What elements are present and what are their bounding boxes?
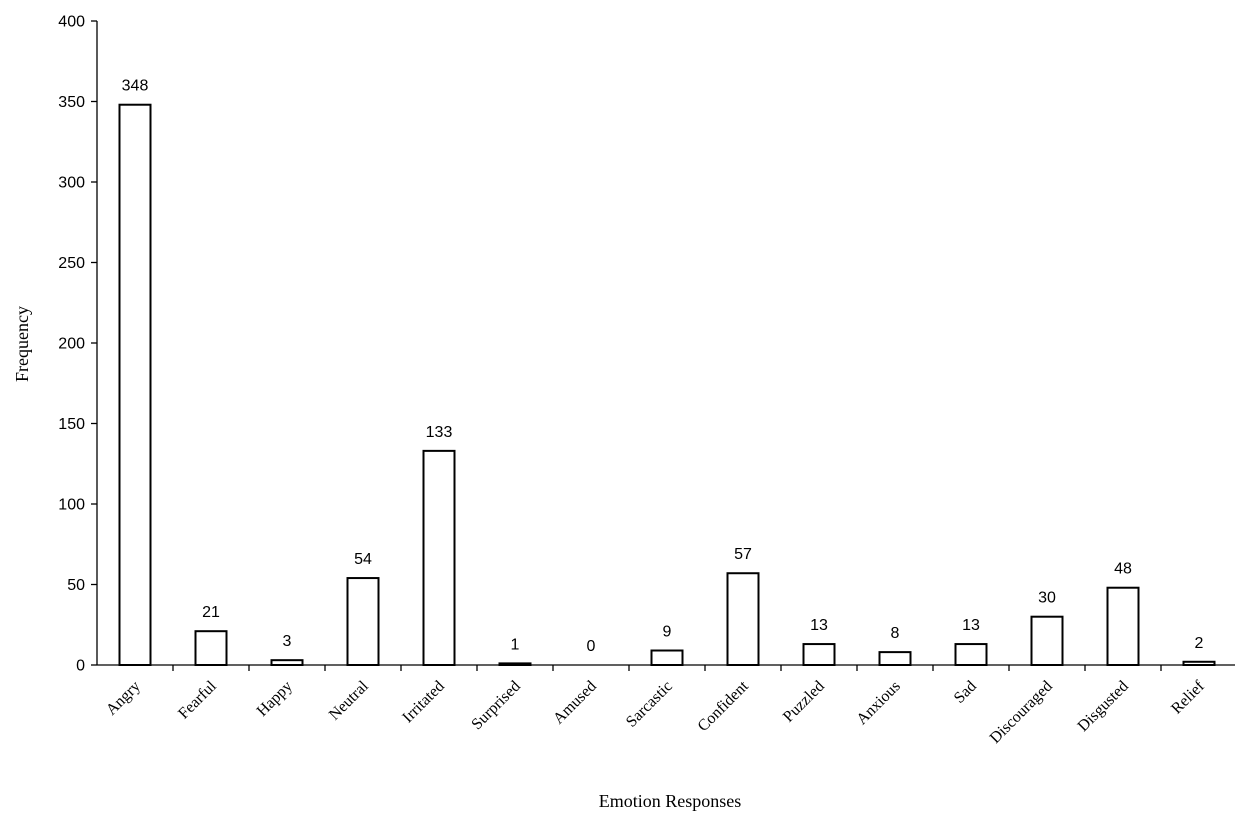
data-label-neutral: 54: [354, 551, 372, 568]
x-tick-label-fearful: Fearful: [175, 677, 220, 722]
x-tick-label-angry: Angry: [103, 678, 144, 719]
data-label-disgusted: 48: [1114, 561, 1132, 578]
y-tick-label: 200: [58, 336, 85, 353]
x-tick-label-happy: Happy: [254, 678, 296, 720]
x-tick-label-irritated: Irritated: [399, 678, 447, 726]
y-axis-title: Frequency: [12, 306, 32, 382]
bar-disgusted: [1106, 586, 1140, 666]
data-label-angry: 348: [122, 78, 149, 95]
bar-neutral: [346, 577, 380, 666]
y-axis-ticks: 0 50 100 150 200 250 300 350 400: [58, 14, 97, 675]
data-label-sad: 13: [962, 617, 980, 634]
data-label-relief: 2: [1195, 635, 1204, 652]
y-tick-label: 150: [58, 416, 85, 433]
data-label-sarcastic: 9: [663, 624, 672, 641]
bar-irritated: [422, 449, 456, 666]
x-tick-label-surprised: Surprised: [468, 678, 523, 733]
bar-sarcastic: [650, 649, 684, 667]
y-tick-label: 350: [58, 94, 85, 111]
y-tick-label: 400: [58, 14, 85, 31]
data-label-amused: 0: [587, 638, 596, 655]
x-tick-label-discouraged: Discouraged: [987, 678, 1056, 747]
bar-puzzled: [802, 643, 836, 667]
bar-angry: [118, 103, 152, 667]
y-tick-label: 50: [67, 577, 85, 594]
bar-discouraged: [1030, 615, 1064, 667]
data-label-discouraged: 30: [1038, 590, 1056, 607]
data-label-confident: 57: [734, 546, 752, 563]
data-label-puzzled: 13: [810, 617, 828, 634]
data-label-surprised: 1: [511, 636, 520, 653]
y-tick-label: 0: [76, 658, 85, 675]
y-tick-label: 100: [58, 497, 85, 514]
bar-sad: [954, 643, 988, 667]
bar-confident: [726, 572, 760, 666]
x-tick-label-neutral: Neutral: [326, 677, 372, 723]
x-tick-label-confident: Confident: [695, 677, 753, 735]
y-tick-label: 250: [58, 255, 85, 272]
x-tick-label-amused: Amused: [550, 678, 600, 728]
data-label-happy: 3: [283, 633, 292, 650]
x-tick-label-relief: Relief: [1168, 677, 1208, 717]
data-label-fearful: 21: [202, 604, 220, 621]
x-tick-label-anxious: Anxious: [853, 678, 903, 728]
bar-fearful: [194, 630, 228, 667]
data-label-irritated: 133: [426, 424, 453, 441]
data-labels: 348 21 3 54 133 1 0 9 57 13 8 13 30 48 2: [122, 78, 1204, 655]
x-tick-label-disgusted: Disgusted: [1075, 678, 1132, 735]
x-axis-ticks: Angry Fearful Happy Neutral Irritated Surpris…: [103, 665, 1208, 747]
data-label-anxious: 8: [891, 625, 900, 642]
bars: [118, 103, 1216, 667]
x-tick-label-puzzled: Puzzled: [780, 678, 828, 726]
bar-anxious: [878, 651, 912, 666]
bar-happy: [270, 659, 304, 666]
x-tick-label-sad: Sad: [951, 678, 980, 707]
y-tick-label: 300: [58, 175, 85, 192]
x-tick-label-sarcastic: Sarcastic: [623, 678, 676, 731]
x-axis-title: Emotion Responses: [599, 791, 742, 811]
